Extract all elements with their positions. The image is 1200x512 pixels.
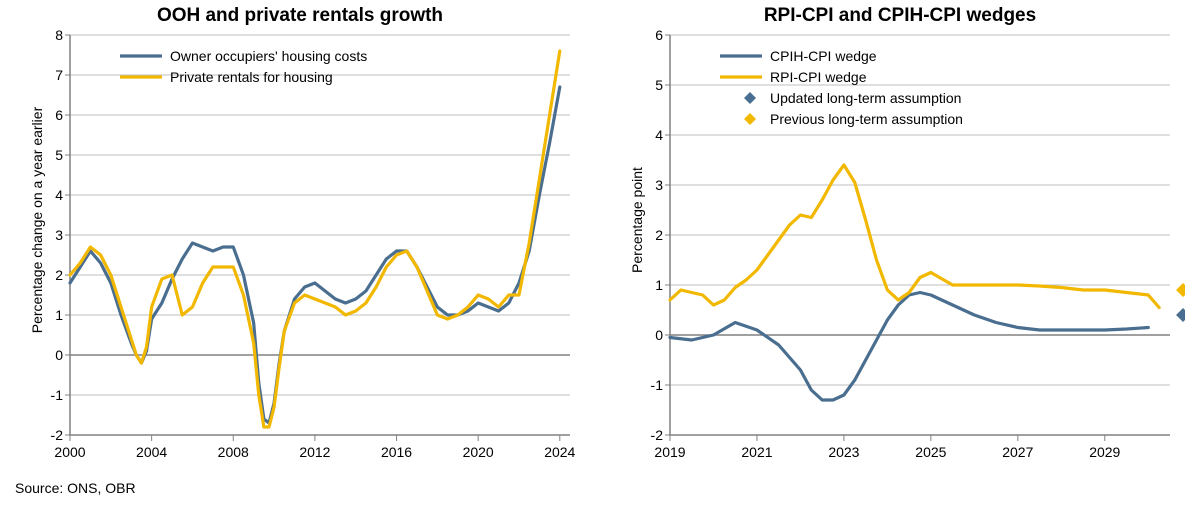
right-panel: RPI-CPI and CPIH-CPI wedges Percentage p… — [615, 0, 1185, 470]
svg-text:4: 4 — [55, 187, 63, 203]
svg-text:-1: -1 — [651, 377, 664, 393]
svg-text:8: 8 — [55, 27, 63, 43]
svg-text:Updated long-term assumption: Updated long-term assumption — [770, 90, 961, 106]
svg-text:3: 3 — [55, 227, 63, 243]
svg-text:2000: 2000 — [54, 444, 85, 460]
svg-text:7: 7 — [55, 67, 63, 83]
left-ylabel: Percentage change on a year earlier — [29, 40, 45, 400]
right-title: RPI-CPI and CPIH-CPI wedges — [615, 5, 1185, 27]
left-panel: OOH and private rentals growth Percentag… — [15, 0, 585, 470]
svg-text:-2: -2 — [651, 427, 664, 443]
figure: OOH and private rentals growth Percentag… — [0, 0, 1200, 512]
svg-text:-1: -1 — [51, 387, 64, 403]
svg-text:2027: 2027 — [1002, 444, 1033, 460]
svg-text:2023: 2023 — [828, 444, 859, 460]
svg-text:CPIH-CPI wedge: CPIH-CPI wedge — [770, 48, 877, 64]
svg-text:2021: 2021 — [741, 444, 772, 460]
svg-text:Previous long-term assumption: Previous long-term assumption — [770, 111, 963, 127]
svg-text:5: 5 — [55, 147, 63, 163]
svg-text:2: 2 — [655, 227, 663, 243]
svg-text:2019: 2019 — [654, 444, 685, 460]
svg-text:5: 5 — [655, 77, 663, 93]
svg-text:2024: 2024 — [544, 444, 575, 460]
svg-text:2029: 2029 — [1089, 444, 1120, 460]
svg-text:0: 0 — [655, 327, 663, 343]
svg-text:Private rentals for housing: Private rentals for housing — [170, 69, 333, 85]
svg-text:2: 2 — [55, 267, 63, 283]
svg-text:3: 3 — [655, 177, 663, 193]
svg-text:2008: 2008 — [218, 444, 249, 460]
svg-text:2025: 2025 — [915, 444, 946, 460]
svg-text:6: 6 — [655, 27, 663, 43]
svg-text:2016: 2016 — [381, 444, 412, 460]
right-ylabel: Percentage point — [629, 110, 645, 330]
left-chart-svg: -2 -1 0 1 2 3 4 5 6 7 8 2000 2004 2008 2012 2016 2020 202… — [15, 0, 585, 470]
svg-text:4: 4 — [655, 127, 663, 143]
right-chart-svg: -2 -1 0 1 2 3 4 5 6 2019 2021 2023 2025 2027 2029 CPIH-… — [615, 0, 1185, 470]
svg-text:2004: 2004 — [136, 444, 167, 460]
svg-text:-2: -2 — [51, 427, 64, 443]
svg-text:RPI-CPI wedge: RPI-CPI wedge — [770, 69, 867, 85]
svg-text:1: 1 — [55, 307, 63, 323]
svg-text:Owner occupiers' housing costs: Owner occupiers' housing costs — [170, 48, 367, 64]
svg-text:1: 1 — [655, 277, 663, 293]
svg-text:0: 0 — [55, 347, 63, 363]
source-text: Source: ONS, OBR — [15, 480, 136, 496]
left-title: OOH and private rentals growth — [15, 5, 585, 27]
svg-text:2012: 2012 — [299, 444, 330, 460]
svg-text:2020: 2020 — [463, 444, 494, 460]
svg-text:6: 6 — [55, 107, 63, 123]
